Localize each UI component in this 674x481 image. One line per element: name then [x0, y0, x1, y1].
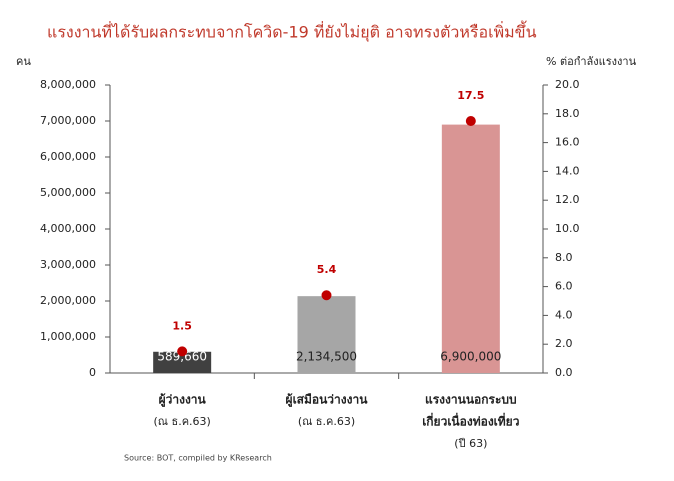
y-tick-label: 7,000,000 — [40, 114, 96, 127]
y2-tick-label: 18.0 — [555, 107, 580, 120]
y-tick-label: 1,000,000 — [40, 330, 96, 343]
source-note: Source: BOT, compiled by KResearch — [124, 454, 272, 463]
dot-value-label: 1.5 — [172, 319, 192, 332]
x-tick-label: ผู้ว่างงาน — [159, 393, 207, 408]
y-tick-label: 6,000,000 — [40, 150, 96, 163]
y2-tick-label: 6.0 — [555, 280, 573, 293]
dot-value-label: 17.5 — [457, 89, 484, 102]
y-axis-label: คน — [16, 55, 31, 68]
bar-value-label: 2,134,500 — [296, 350, 357, 364]
x-tick-label: แรงงานนอกระบบ — [425, 393, 517, 407]
y2-tick-label: 20.0 — [555, 78, 580, 91]
bar-value-label: 589,660 — [157, 350, 207, 364]
y-tick-label: 0 — [89, 366, 96, 379]
y2-tick-label: 16.0 — [555, 136, 580, 149]
x-tick-label: (ปี 63) — [454, 437, 487, 450]
y2-tick-label: 2.0 — [555, 337, 573, 350]
chart-title: แรงงานที่ได้รับผลกระทบจากโควิด-19 ที่ยัง… — [47, 21, 537, 43]
y-tick-label: 2,000,000 — [40, 294, 96, 307]
y-tick-label: 8,000,000 — [40, 78, 96, 91]
y2-tick-label: 0.0 — [555, 366, 573, 379]
dot — [465, 116, 476, 126]
bar — [441, 124, 500, 373]
x-tick-label: (ณ ธ.ค.63) — [298, 415, 355, 428]
dot — [177, 346, 188, 357]
y2-tick-label: 8.0 — [555, 251, 573, 264]
y2-tick-label: 4.0 — [555, 308, 573, 321]
bar — [297, 296, 356, 373]
y-tick-label: 4,000,000 — [40, 222, 96, 235]
bar — [153, 351, 212, 373]
y2-axis-label: % ต่อกำลังแรงงาน — [546, 55, 637, 68]
y-tick-label: 5,000,000 — [40, 186, 96, 199]
y2-tick-label: 10.0 — [555, 222, 580, 235]
dot — [321, 290, 332, 301]
x-tick-label: ผู้เสมือนว่างงาน — [286, 393, 369, 408]
x-tick-label: (ณ ธ.ค.63) — [153, 415, 210, 428]
dot-value-label: 5.4 — [317, 263, 337, 276]
y2-tick-label: 12.0 — [555, 193, 580, 206]
x-tick-label: เกี่ยวเนื่องท่องเที่ยว — [422, 413, 520, 429]
bar-value-label: 6,900,000 — [440, 350, 501, 364]
y-tick-label: 3,000,000 — [40, 258, 96, 271]
y2-tick-label: 14.0 — [555, 164, 580, 177]
